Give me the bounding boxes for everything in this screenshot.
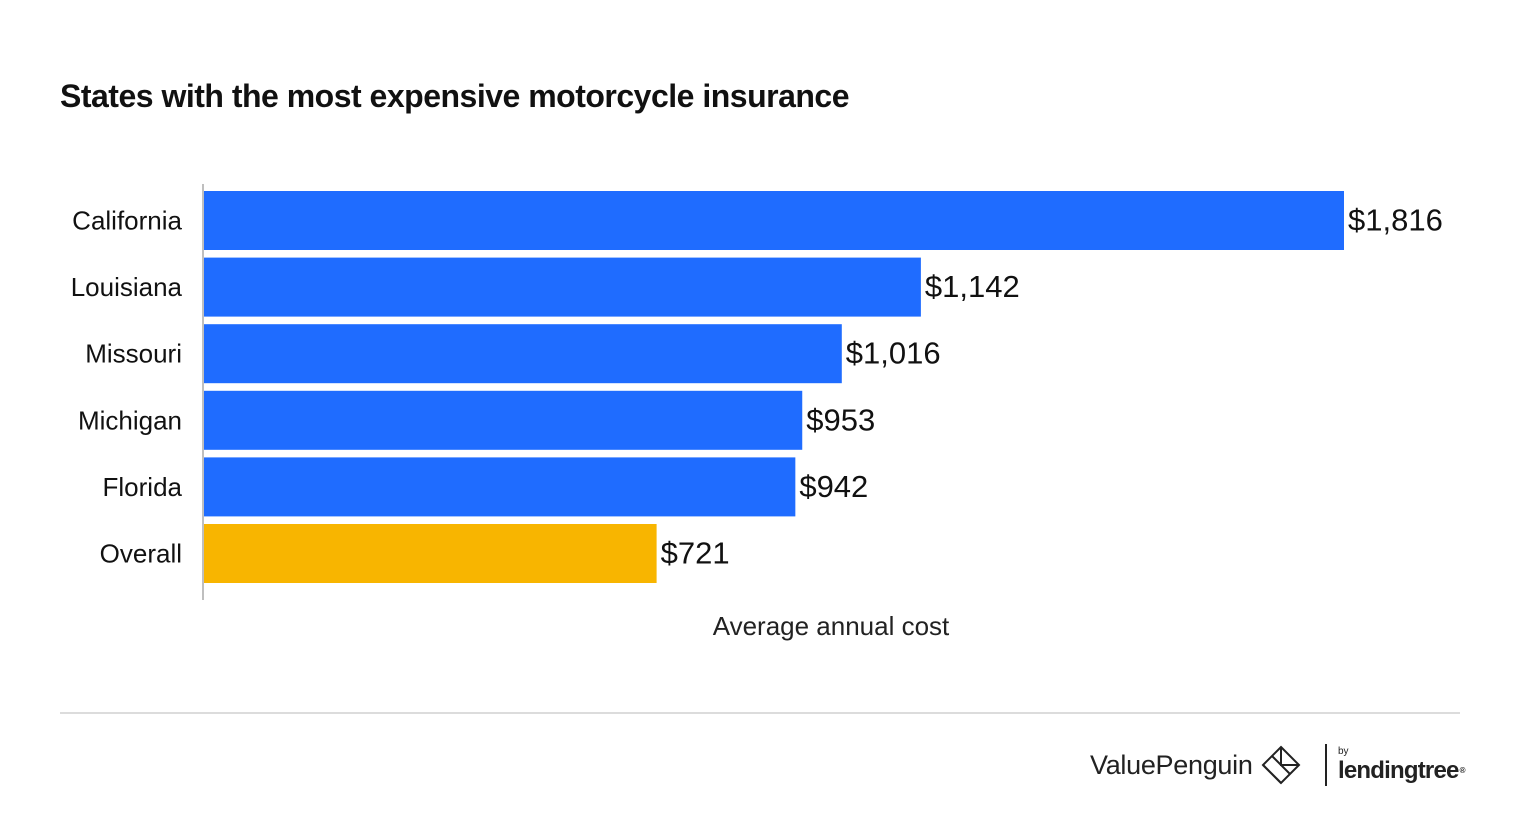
bar-louisiana xyxy=(204,257,921,317)
value-label-missouri: $1,016 xyxy=(846,336,941,371)
value-label-overall: $721 xyxy=(661,536,730,571)
lendingtree-logo: by lendingtree ® xyxy=(1338,740,1465,790)
value-label-california: $1,816 xyxy=(1348,203,1443,238)
trademark-symbol: ® xyxy=(1459,765,1466,775)
labels-group: California $1,816 Louisiana $1,142 Missouri $… xyxy=(71,203,1443,571)
bars-group xyxy=(204,191,1344,583)
brand-separator xyxy=(1325,744,1327,786)
category-label-michigan: Michigan xyxy=(78,405,182,435)
value-label-michigan: $953 xyxy=(806,402,875,437)
category-label-missouri: Missouri xyxy=(85,339,182,369)
lendingtree-wordmark-row: lendingtree ® xyxy=(1338,756,1466,784)
bar-california xyxy=(204,191,1344,250)
bar-missouri xyxy=(204,324,842,384)
x-axis-label: Average annual cost xyxy=(713,611,950,641)
chart-title: States with the most expensive motorcycl… xyxy=(60,78,850,114)
bar-michigan xyxy=(204,390,803,450)
value-label-florida: $942 xyxy=(799,469,868,504)
category-label-louisiana: Louisiana xyxy=(71,272,183,302)
footer-divider xyxy=(60,712,1460,714)
valuepenguin-logo: ValuePenguin xyxy=(1090,740,1301,790)
bar-chart: California $1,816 Louisiana $1,142 Missouri $… xyxy=(71,184,1443,641)
category-label-overall: Overall xyxy=(100,539,182,569)
category-label-florida: Florida xyxy=(103,472,183,502)
valuepenguin-wordmark: ValuePenguin xyxy=(1090,749,1253,780)
lendingtree-wordmark: lendingtree xyxy=(1338,756,1459,784)
category-label-california: California xyxy=(72,206,182,236)
value-label-louisiana: $1,142 xyxy=(925,269,1020,304)
bar-florida xyxy=(204,457,796,517)
by-label: by xyxy=(1338,745,1349,757)
penguin-diamond-icon xyxy=(1261,745,1300,785)
bar-overall xyxy=(204,524,657,583)
